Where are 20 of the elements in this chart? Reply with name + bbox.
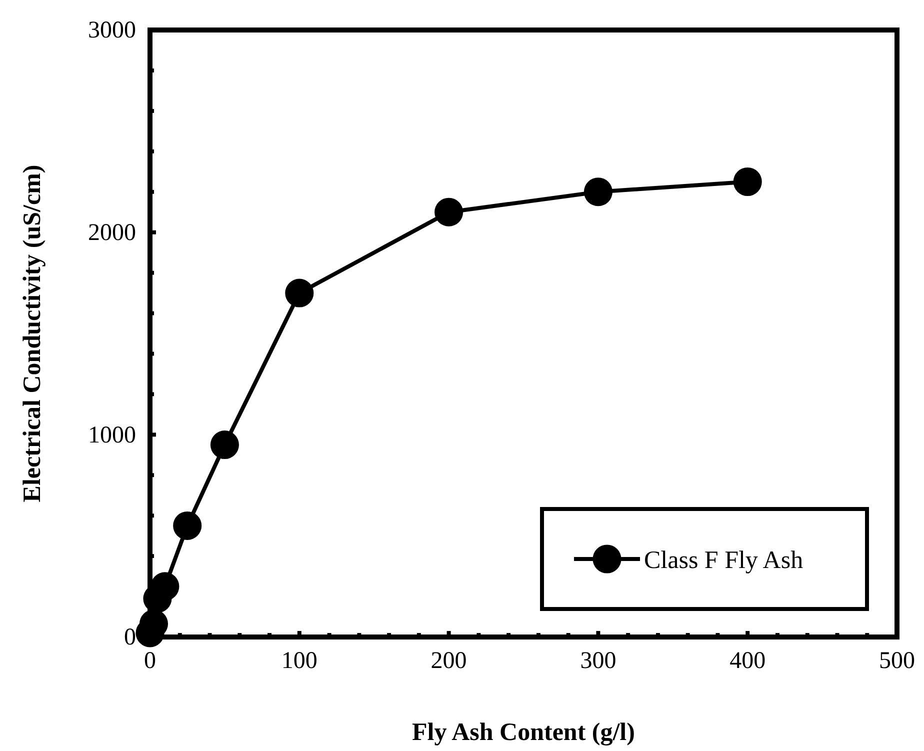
point [584, 178, 612, 206]
x-tick-label: 100 [281, 648, 318, 674]
point [173, 511, 202, 540]
x-tick-label: 300 [580, 648, 616, 674]
y-axis-title: Electrical Conductivity (uS/cm) [19, 164, 46, 502]
y-tick-label: 3000 [88, 18, 136, 44]
y-tick-label: 1000 [88, 422, 136, 448]
legend-label: Class F Fly Ash [644, 546, 804, 574]
point [285, 278, 314, 308]
x-axis-title: Fly Ash Content (g/l) [412, 719, 635, 746]
y-tick-label: 0 [124, 624, 136, 651]
x-tick-label: 400 [730, 648, 766, 674]
point [210, 430, 239, 460]
x-tick-label: 200 [430, 648, 467, 674]
point [733, 168, 762, 196]
x-tick-label: 0 [144, 648, 156, 674]
point [150, 572, 180, 601]
x-tick-label: 500 [879, 648, 915, 674]
y-tick-label: 2000 [88, 220, 136, 246]
point [434, 198, 464, 226]
